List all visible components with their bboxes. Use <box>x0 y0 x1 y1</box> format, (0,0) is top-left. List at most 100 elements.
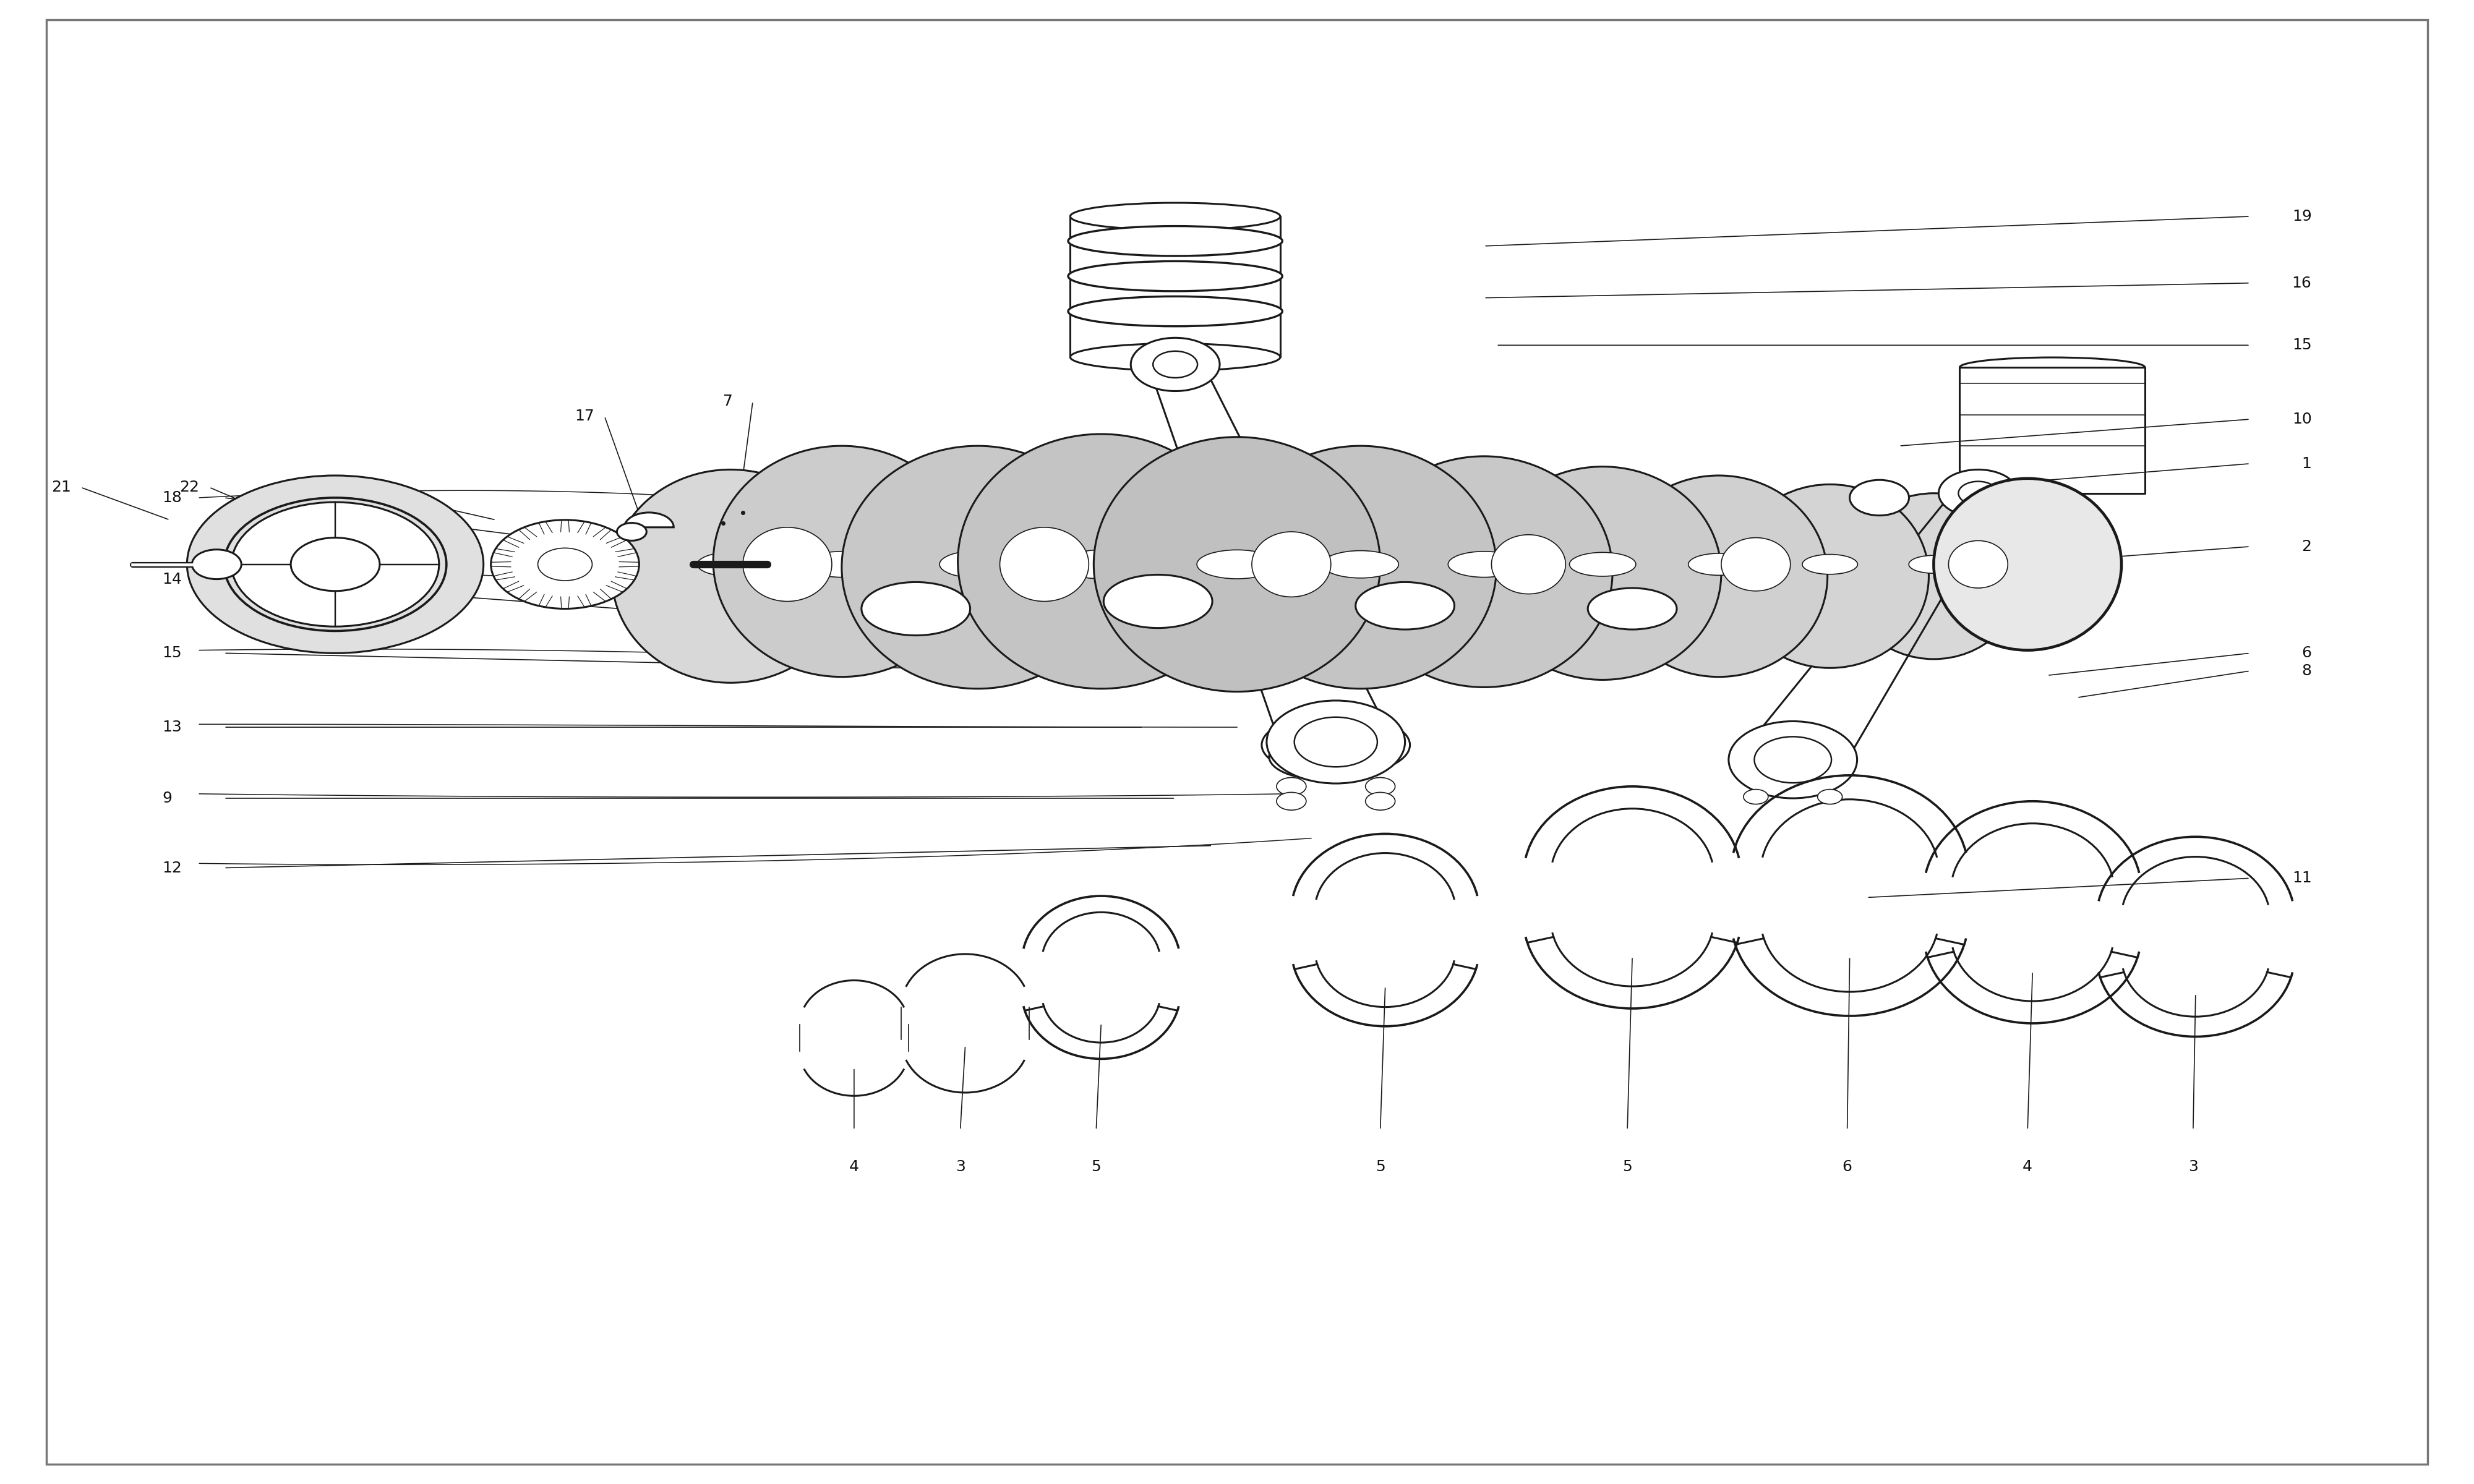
Ellipse shape <box>1197 551 1277 579</box>
Text: 14: 14 <box>163 571 183 586</box>
Polygon shape <box>562 519 569 531</box>
Circle shape <box>616 522 646 540</box>
Ellipse shape <box>1447 552 1519 577</box>
Ellipse shape <box>1846 493 2024 659</box>
Ellipse shape <box>1588 588 1677 629</box>
Text: 8: 8 <box>2301 663 2311 678</box>
Ellipse shape <box>861 582 970 635</box>
Circle shape <box>188 475 482 653</box>
Ellipse shape <box>698 552 764 576</box>
Ellipse shape <box>1950 540 2009 588</box>
Circle shape <box>537 548 591 580</box>
Circle shape <box>1131 338 1220 392</box>
Polygon shape <box>618 562 638 567</box>
Ellipse shape <box>1069 297 1282 326</box>
Wedge shape <box>623 512 673 527</box>
Ellipse shape <box>742 527 831 601</box>
Circle shape <box>1744 789 1769 804</box>
Polygon shape <box>606 582 626 592</box>
Text: 11: 11 <box>2291 871 2311 886</box>
Ellipse shape <box>1071 343 1279 371</box>
Circle shape <box>1729 721 1858 798</box>
Circle shape <box>1366 792 1395 810</box>
Text: 18: 18 <box>163 490 183 505</box>
Ellipse shape <box>999 527 1089 601</box>
Ellipse shape <box>1732 484 1930 668</box>
Polygon shape <box>492 549 515 556</box>
Ellipse shape <box>1061 551 1141 579</box>
Ellipse shape <box>940 551 1017 577</box>
Circle shape <box>1153 352 1197 378</box>
Polygon shape <box>1150 361 1390 751</box>
Circle shape <box>1277 792 1306 810</box>
Text: 13: 13 <box>163 720 183 735</box>
Text: 12: 12 <box>163 861 183 876</box>
Ellipse shape <box>713 445 970 677</box>
Ellipse shape <box>611 469 849 683</box>
Text: 22: 22 <box>181 479 200 494</box>
Text: 16: 16 <box>2291 276 2311 291</box>
Text: 6: 6 <box>1843 1159 1853 1174</box>
Circle shape <box>1267 700 1405 784</box>
Ellipse shape <box>1734 733 1853 787</box>
Text: 5: 5 <box>1623 1159 1633 1174</box>
Polygon shape <box>520 589 537 601</box>
Polygon shape <box>562 597 569 608</box>
Ellipse shape <box>1324 551 1398 577</box>
Circle shape <box>1366 778 1395 795</box>
Polygon shape <box>579 595 591 607</box>
Ellipse shape <box>1910 555 1959 573</box>
Ellipse shape <box>1722 537 1791 591</box>
Text: 5: 5 <box>1376 1159 1385 1174</box>
Polygon shape <box>616 549 636 556</box>
Circle shape <box>1959 481 1999 505</box>
Polygon shape <box>616 571 636 580</box>
Text: 21: 21 <box>52 479 72 494</box>
Circle shape <box>193 549 242 579</box>
Text: 4: 4 <box>2024 1159 2034 1174</box>
Text: 2: 2 <box>2301 539 2311 554</box>
Ellipse shape <box>1801 555 1858 574</box>
Text: 9: 9 <box>163 791 173 806</box>
Ellipse shape <box>1262 714 1410 776</box>
Ellipse shape <box>999 601 1079 616</box>
Text: 15: 15 <box>2291 338 2311 353</box>
Ellipse shape <box>807 552 878 577</box>
Polygon shape <box>502 537 524 548</box>
Ellipse shape <box>1492 534 1566 594</box>
Polygon shape <box>594 589 611 601</box>
Polygon shape <box>579 521 591 534</box>
Circle shape <box>1754 736 1831 784</box>
Text: 6: 6 <box>2301 646 2311 660</box>
Polygon shape <box>520 527 537 540</box>
Text: 1: 1 <box>2301 456 2311 470</box>
Circle shape <box>233 502 438 626</box>
Polygon shape <box>606 537 626 548</box>
Circle shape <box>1818 789 1843 804</box>
Ellipse shape <box>957 433 1244 689</box>
Ellipse shape <box>1356 456 1613 687</box>
Polygon shape <box>492 571 515 580</box>
Ellipse shape <box>1094 436 1380 692</box>
Ellipse shape <box>1569 552 1635 576</box>
Text: 20: 20 <box>324 479 341 494</box>
Text: 17: 17 <box>574 410 594 424</box>
Ellipse shape <box>1252 531 1331 597</box>
Ellipse shape <box>1754 742 1831 778</box>
Circle shape <box>292 537 379 591</box>
Ellipse shape <box>1103 574 1212 628</box>
Circle shape <box>1294 717 1378 767</box>
Ellipse shape <box>1356 582 1455 629</box>
Polygon shape <box>539 521 552 534</box>
Polygon shape <box>1747 488 1999 772</box>
Ellipse shape <box>1687 554 1749 576</box>
Text: 5: 5 <box>1091 1159 1101 1174</box>
Ellipse shape <box>1225 445 1497 689</box>
Text: 3: 3 <box>2187 1159 2197 1174</box>
Text: 4: 4 <box>849 1159 858 1174</box>
Ellipse shape <box>841 445 1113 689</box>
Text: 7: 7 <box>722 395 732 410</box>
Polygon shape <box>490 562 510 567</box>
Polygon shape <box>539 595 552 607</box>
Circle shape <box>1851 479 1910 515</box>
